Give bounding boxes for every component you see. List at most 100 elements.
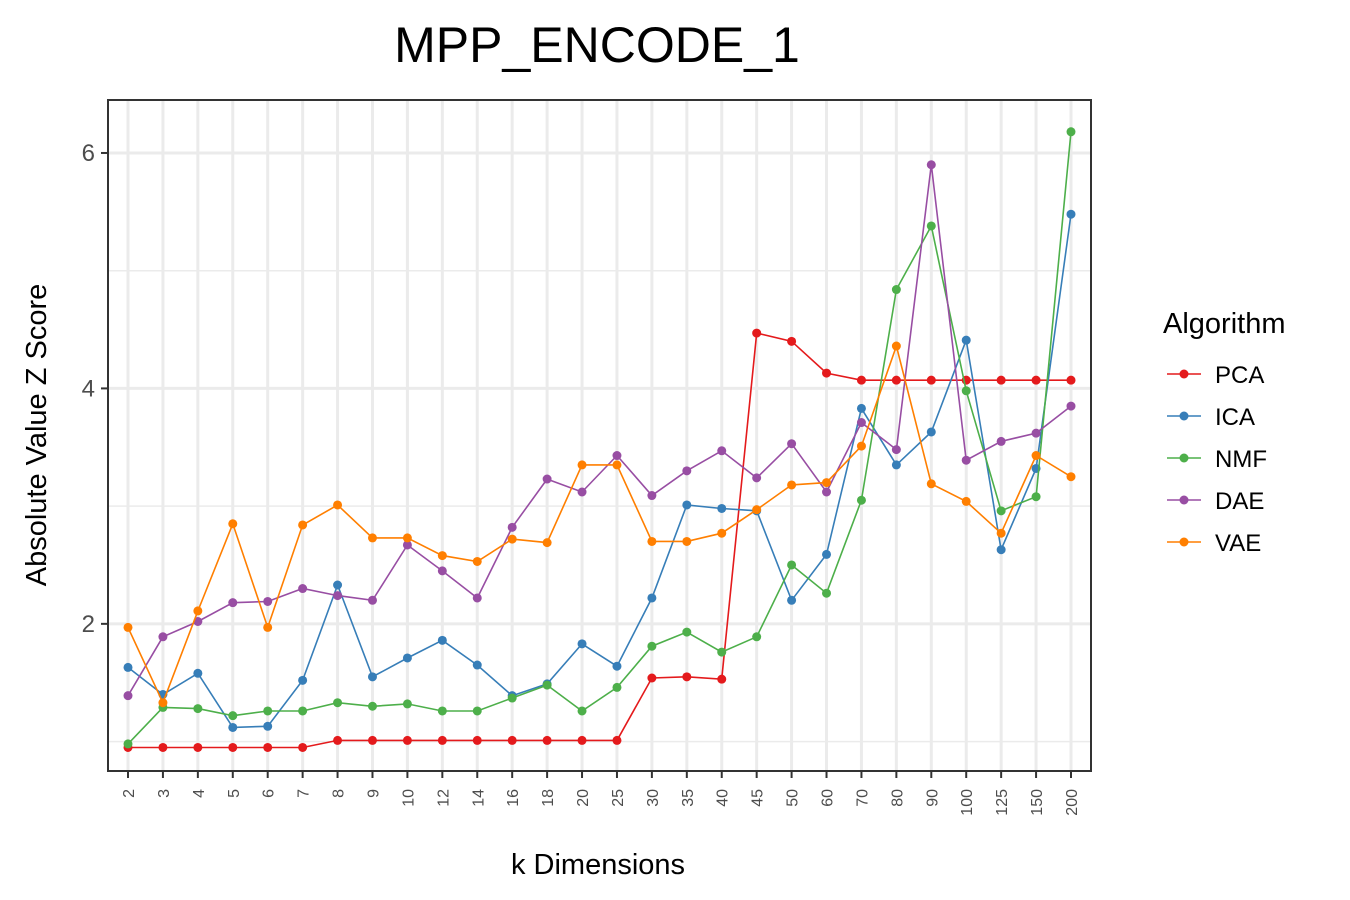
data-point-dae xyxy=(193,616,203,626)
data-point-pca xyxy=(891,375,901,385)
data-point-nmf xyxy=(577,706,587,716)
data-point-pca xyxy=(507,735,517,745)
x-tick-label: 6 xyxy=(261,789,278,798)
data-point-nmf xyxy=(333,698,343,708)
legend-swatch-point xyxy=(1179,453,1189,463)
data-point-pca xyxy=(298,742,308,752)
y-axis-label: Absolute Value Z Score xyxy=(21,284,53,587)
x-tick-label: 2 xyxy=(121,789,138,798)
data-point-nmf xyxy=(228,711,238,721)
x-tick-label: 40 xyxy=(715,789,732,807)
data-point-ica xyxy=(822,549,832,559)
data-point-nmf xyxy=(822,588,832,598)
legend-label: NMF xyxy=(1215,446,1267,473)
y-tick-label: 2 xyxy=(82,611,95,638)
series-line-nmf xyxy=(127,131,1072,745)
data-point-pca xyxy=(263,742,273,752)
data-point-dae xyxy=(367,595,377,605)
data-point-dae xyxy=(542,474,552,484)
data-point-ica xyxy=(787,595,797,605)
legend-item-nmf: NMF xyxy=(1167,446,1267,473)
legend-label: ICA xyxy=(1215,404,1255,431)
data-point-dae xyxy=(856,418,866,428)
data-point-vae xyxy=(996,528,1006,538)
data-point-ica xyxy=(437,635,447,645)
data-point-ica xyxy=(891,460,901,470)
data-point-dae xyxy=(507,522,517,532)
data-point-vae xyxy=(123,622,133,632)
data-point-vae xyxy=(193,606,203,616)
data-point-vae xyxy=(682,536,692,546)
data-point-vae xyxy=(158,698,168,708)
x-tick-label: 5 xyxy=(226,789,243,798)
data-point-vae xyxy=(542,538,552,548)
data-point-vae xyxy=(437,551,447,561)
data-point-dae xyxy=(926,160,936,170)
data-point-pca xyxy=(437,735,447,745)
data-point-nmf xyxy=(402,699,412,709)
legend-label: PCA xyxy=(1215,362,1264,389)
data-point-pca xyxy=(542,735,552,745)
data-point-pca xyxy=(682,672,692,682)
data-point-dae xyxy=(472,593,482,603)
data-point-nmf xyxy=(961,386,971,396)
data-point-dae xyxy=(996,436,1006,446)
data-point-dae xyxy=(1066,401,1076,411)
data-point-pca xyxy=(577,735,587,745)
data-point-nmf xyxy=(263,706,273,716)
data-point-nmf xyxy=(891,285,901,295)
x-tick-label: 35 xyxy=(680,789,697,807)
data-point-ica xyxy=(717,503,727,513)
data-point-dae xyxy=(822,487,832,497)
x-tick-label: 16 xyxy=(505,789,522,807)
data-point-nmf xyxy=(298,706,308,716)
data-point-nmf xyxy=(717,647,727,657)
x-tick-label: 45 xyxy=(750,789,767,807)
data-point-vae xyxy=(856,441,866,451)
y-tick-label: 4 xyxy=(82,375,95,402)
data-point-vae xyxy=(507,534,517,544)
plot-border xyxy=(107,99,1092,772)
data-point-nmf xyxy=(193,704,203,714)
x-tick-label: 200 xyxy=(1064,789,1081,816)
x-tick-label: 12 xyxy=(435,789,452,807)
data-point-ica xyxy=(472,660,482,670)
data-point-pca xyxy=(1031,375,1041,385)
x-tick-label: 18 xyxy=(540,789,557,807)
data-point-pca xyxy=(752,328,762,338)
data-point-dae xyxy=(787,439,797,449)
x-tick-label: 14 xyxy=(470,789,487,807)
data-point-dae xyxy=(717,446,727,456)
data-point-vae xyxy=(822,478,832,488)
data-point-vae xyxy=(263,622,273,632)
data-point-nmf xyxy=(123,739,133,749)
data-point-ica xyxy=(682,500,692,510)
data-point-ica xyxy=(1066,209,1076,219)
legend-title: Algorithm xyxy=(1163,308,1286,340)
data-point-dae xyxy=(612,451,622,461)
legend-label: DAE xyxy=(1215,488,1264,515)
data-point-dae xyxy=(158,632,168,642)
data-point-dae xyxy=(402,540,412,550)
data-point-pca xyxy=(822,368,832,378)
data-point-ica xyxy=(612,661,622,671)
data-point-ica xyxy=(193,668,203,678)
data-point-ica xyxy=(647,593,657,603)
data-point-dae xyxy=(891,445,901,455)
data-point-nmf xyxy=(752,632,762,642)
data-point-pca xyxy=(402,735,412,745)
data-point-vae xyxy=(961,496,971,506)
x-tick-label: 3 xyxy=(156,789,173,798)
data-point-pca xyxy=(333,735,343,745)
data-point-vae xyxy=(891,341,901,351)
data-point-dae xyxy=(298,584,308,594)
legend-swatch-point xyxy=(1179,537,1189,547)
data-point-dae xyxy=(752,473,762,483)
data-point-nmf xyxy=(1031,492,1041,502)
legend-swatch-point xyxy=(1179,411,1189,421)
data-point-ica xyxy=(577,639,587,649)
data-point-vae xyxy=(298,520,308,530)
series-line-pca xyxy=(128,332,1071,749)
data-point-pca xyxy=(228,742,238,752)
